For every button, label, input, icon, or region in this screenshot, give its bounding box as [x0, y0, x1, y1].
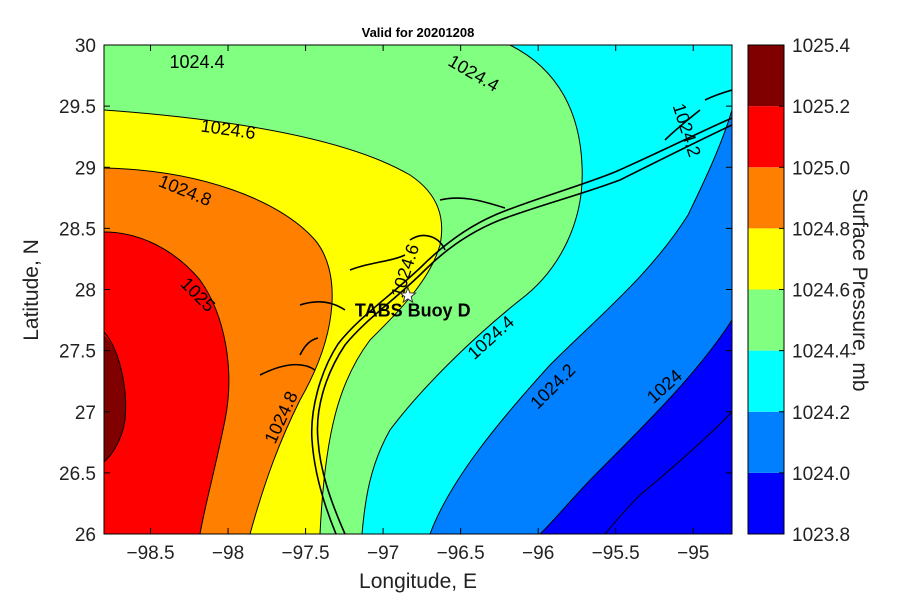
coastline-bays [259, 89, 732, 376]
colorbar-tick-label: 1023.8 [792, 525, 850, 546]
contour-lines [104, 45, 732, 534]
y-tick-label: 28 [75, 281, 96, 302]
chart-title: Valid for 20201208 [362, 25, 475, 40]
colorbar-tick-label: 1025.2 [792, 97, 850, 118]
y-tick-label: 30 [75, 36, 96, 57]
contour-line [361, 45, 583, 534]
y-tick-label: 27.5 [59, 342, 96, 363]
colorbar-tick-label: 1024.0 [792, 464, 850, 485]
contour-line [604, 411, 732, 534]
x-axis-ticks: −98.5 −98 −97.5 −97 −96.5 −96 −95.5 −95 [126, 45, 709, 564]
colorbar-tick-label: 1024.4 [792, 342, 851, 363]
x-tick-label: −95 [677, 543, 709, 564]
y-tick-label: 27 [75, 403, 96, 424]
buoy-star-icon [398, 286, 417, 304]
colorbar-tick-label: 1024.8 [792, 219, 850, 240]
x-tick-label: −97 [367, 543, 399, 564]
y-tick-label: 26 [75, 525, 96, 546]
contour-bands [104, 45, 732, 534]
y-tick-label: 28.5 [59, 219, 96, 240]
contour-line [539, 319, 732, 534]
x-tick-label: −95.5 [592, 543, 640, 564]
contour-line [104, 167, 333, 534]
contour-line [104, 109, 443, 534]
colorbar-tick-label: 1024.6 [792, 281, 850, 302]
contour-line [429, 109, 732, 534]
colorbar-segment [748, 472, 784, 534]
y-axis-label: Latitude, N [20, 239, 43, 341]
marker-layer: TABS Buoy D [355, 286, 471, 321]
colorbar-label: Surface Pressure, mb [848, 188, 871, 391]
colorbar-segment [748, 289, 784, 351]
buoy-label: TABS Buoy D [355, 301, 471, 321]
contour-line [104, 331, 127, 463]
y-axis-ticks: 26 26.5 27 27.5 28 28.5 29 29.5 30 [59, 36, 732, 546]
coastline-mainland [316, 124, 732, 534]
x-tick-label: −98.5 [126, 543, 174, 564]
y-tick-label: 29 [75, 158, 96, 179]
band-1025-2 [104, 232, 229, 534]
x-tick-label: −96 [522, 543, 554, 564]
colorbar-tick-label: 1024.2 [792, 403, 850, 424]
x-tick-label: −96.5 [437, 543, 485, 564]
x-tick-label: −97.5 [282, 543, 330, 564]
y-tick-label: 26.5 [59, 464, 96, 485]
colorbar-segment [748, 167, 784, 229]
contour-line [104, 231, 230, 534]
colorbar-segment [748, 106, 784, 168]
colorbar-tick-label: 1025.4 [792, 36, 851, 57]
colorbar [748, 45, 784, 534]
contour-label: 1024.4 [170, 52, 225, 72]
colorbar-segment [748, 45, 784, 107]
colorbar-segment [748, 411, 784, 473]
coastline-barrier-island [310, 117, 732, 534]
colorbar-segment [748, 350, 784, 412]
y-tick-label: 29.5 [59, 97, 96, 118]
coastline [259, 89, 732, 534]
colorbar-ticks: 1023.8 1024.0 1024.2 1024.4 1024.6 1024.8 1025… [779, 36, 851, 546]
x-axis-label: Longitude, E [359, 570, 477, 593]
x-tick-label: −98 [212, 543, 244, 564]
colorbar-tick-label: 1025.0 [792, 158, 850, 179]
colorbar-segment [748, 228, 784, 290]
